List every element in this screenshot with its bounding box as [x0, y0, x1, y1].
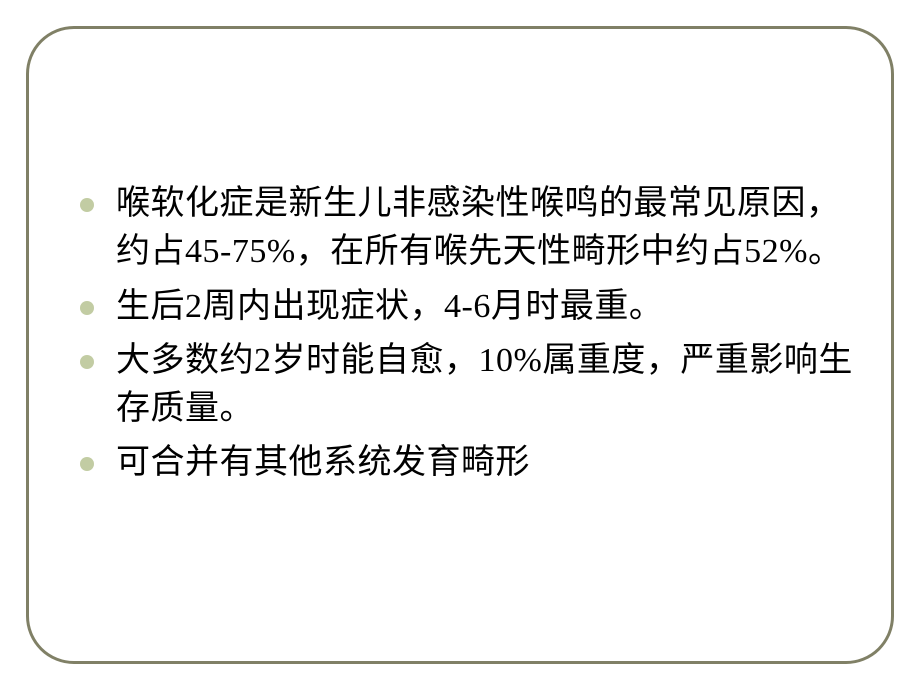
list-item: 生后2周内出现症状，4-6月时最重。 — [80, 283, 860, 331]
bullet-icon — [80, 198, 94, 212]
bullet-list: 喉软化症是新生儿非感染性喉鸣的最常见原因，约占45-75%，在所有喉先天性畸形中… — [80, 180, 860, 488]
bullet-icon — [80, 301, 94, 315]
slide-container: 喉软化症是新生儿非感染性喉鸣的最常见原因，约占45-75%，在所有喉先天性畸形中… — [0, 0, 920, 690]
bullet-text: 可合并有其他系统发育畸形 — [116, 439, 530, 487]
list-item: 可合并有其他系统发育畸形 — [80, 439, 860, 487]
bullet-icon — [80, 457, 94, 471]
bullet-icon — [80, 355, 94, 369]
content-area: 喉软化症是新生儿非感染性喉鸣的最常见原因，约占45-75%，在所有喉先天性畸形中… — [80, 180, 860, 494]
bullet-text: 大多数约2岁时能自愈，10%属重度，严重影响生存质量。 — [116, 337, 860, 434]
bullet-text: 生后2周内出现症状，4-6月时最重。 — [116, 283, 663, 331]
list-item: 喉软化症是新生儿非感染性喉鸣的最常见原因，约占45-75%，在所有喉先天性畸形中… — [80, 180, 860, 277]
list-item: 大多数约2岁时能自愈，10%属重度，严重影响生存质量。 — [80, 337, 860, 434]
bullet-text: 喉软化症是新生儿非感染性喉鸣的最常见原因，约占45-75%，在所有喉先天性畸形中… — [116, 180, 860, 277]
